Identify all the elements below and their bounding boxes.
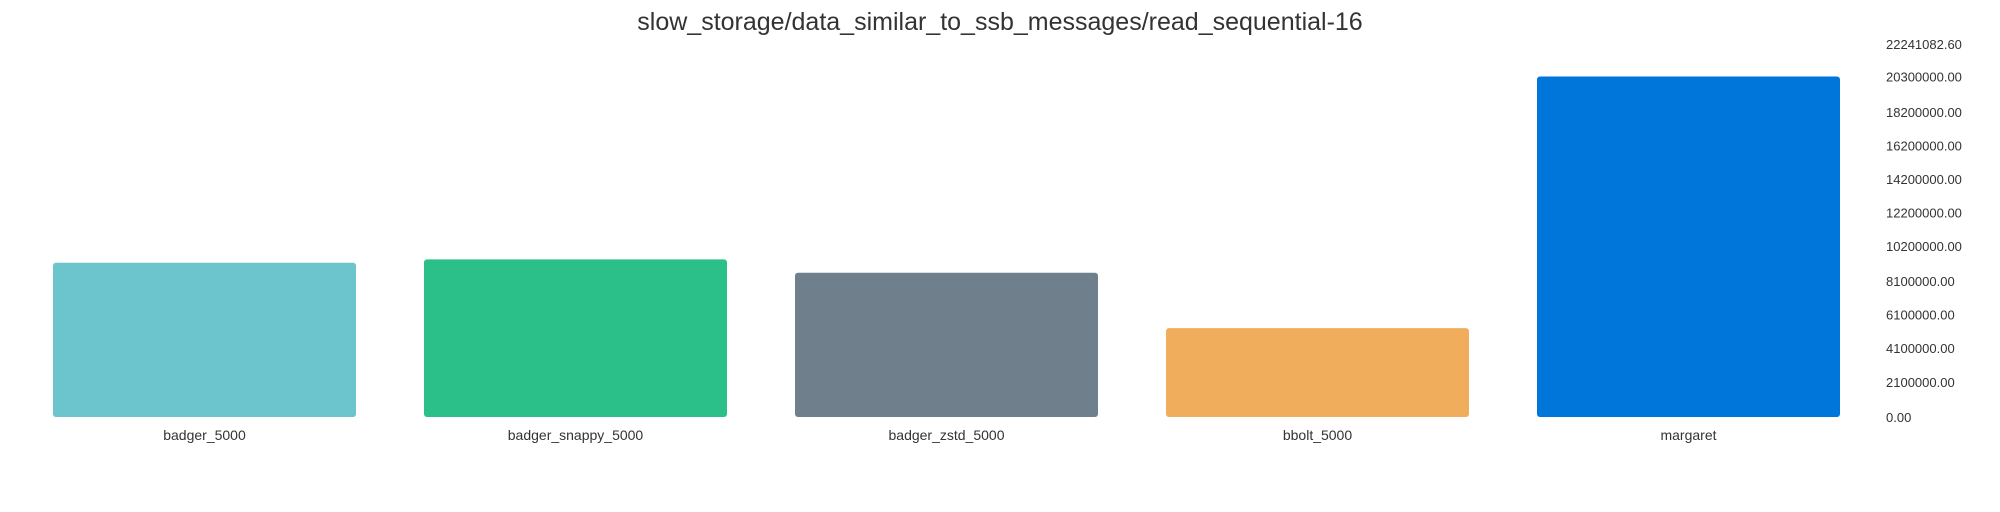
y-tick-label: 4100000.00: [1886, 341, 1955, 356]
y-tick-label: 14200000.00: [1886, 172, 1962, 187]
y-tick-label: 6100000.00: [1886, 308, 1955, 323]
category-label-badger_5000: badger_5000: [163, 427, 246, 443]
y-axis-ticks: 0.00 2100000.00 4100000.00 6100000.00 810000…: [1886, 37, 1962, 425]
y-tick-label: 16200000.00: [1886, 138, 1962, 153]
y-tick-label: 12200000.00: [1886, 205, 1962, 220]
bars-layer: [53, 76, 1840, 418]
category-label-badger_zstd_5000: badger_zstd_5000: [889, 427, 1005, 443]
bar-badger_5000: [53, 262, 356, 417]
y-tick-label: 0.00: [1886, 410, 1911, 425]
bar-badger_snappy_5000: [424, 259, 727, 417]
category-labels: badger_5000 badger_snappy_5000 badger_zstd…: [163, 427, 1716, 443]
y-tick-label: 18200000.00: [1886, 105, 1962, 120]
chart-title: slow_storage/data_similar_to_ssb_message…: [637, 8, 1363, 36]
y-tick-label: 22241082.60: [1886, 37, 1962, 52]
bar-bbolt_5000: [1166, 328, 1469, 417]
y-tick-label: 2100000.00: [1886, 375, 1955, 390]
bar-margaret: [1537, 76, 1840, 418]
category-label-bbolt_5000: bbolt_5000: [1283, 427, 1353, 443]
bar-badger_zstd_5000: [795, 272, 1098, 417]
y-tick-label: 8100000.00: [1886, 274, 1955, 289]
y-tick-label: 20300000.00: [1886, 70, 1962, 85]
y-tick-label: 10200000.00: [1886, 239, 1962, 254]
category-label-badger_snappy_5000: badger_snappy_5000: [508, 427, 644, 443]
category-label-margaret: margaret: [1660, 427, 1716, 443]
